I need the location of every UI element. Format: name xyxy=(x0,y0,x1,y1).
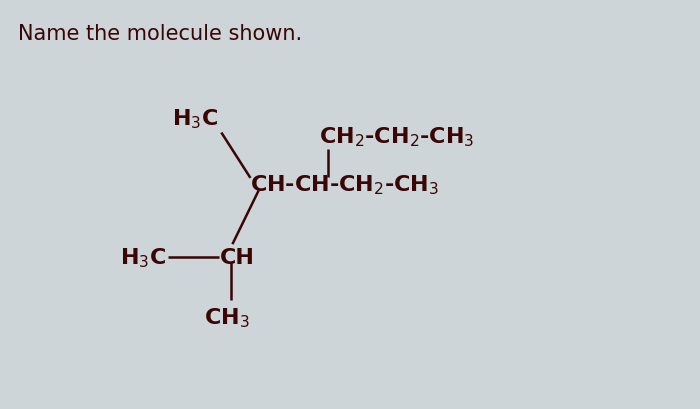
Text: CH$_2$-CH$_2$-CH$_3$: CH$_2$-CH$_2$-CH$_3$ xyxy=(319,125,475,148)
Text: H$_3$C: H$_3$C xyxy=(172,107,218,130)
Text: CH$_3$: CH$_3$ xyxy=(204,306,250,329)
Text: H$_3$C: H$_3$C xyxy=(120,246,167,269)
Text: CH-CH-CH$_2$-CH$_3$: CH-CH-CH$_2$-CH$_3$ xyxy=(250,173,439,196)
Text: CH: CH xyxy=(220,247,255,267)
Text: Name the molecule shown.: Name the molecule shown. xyxy=(18,24,302,44)
